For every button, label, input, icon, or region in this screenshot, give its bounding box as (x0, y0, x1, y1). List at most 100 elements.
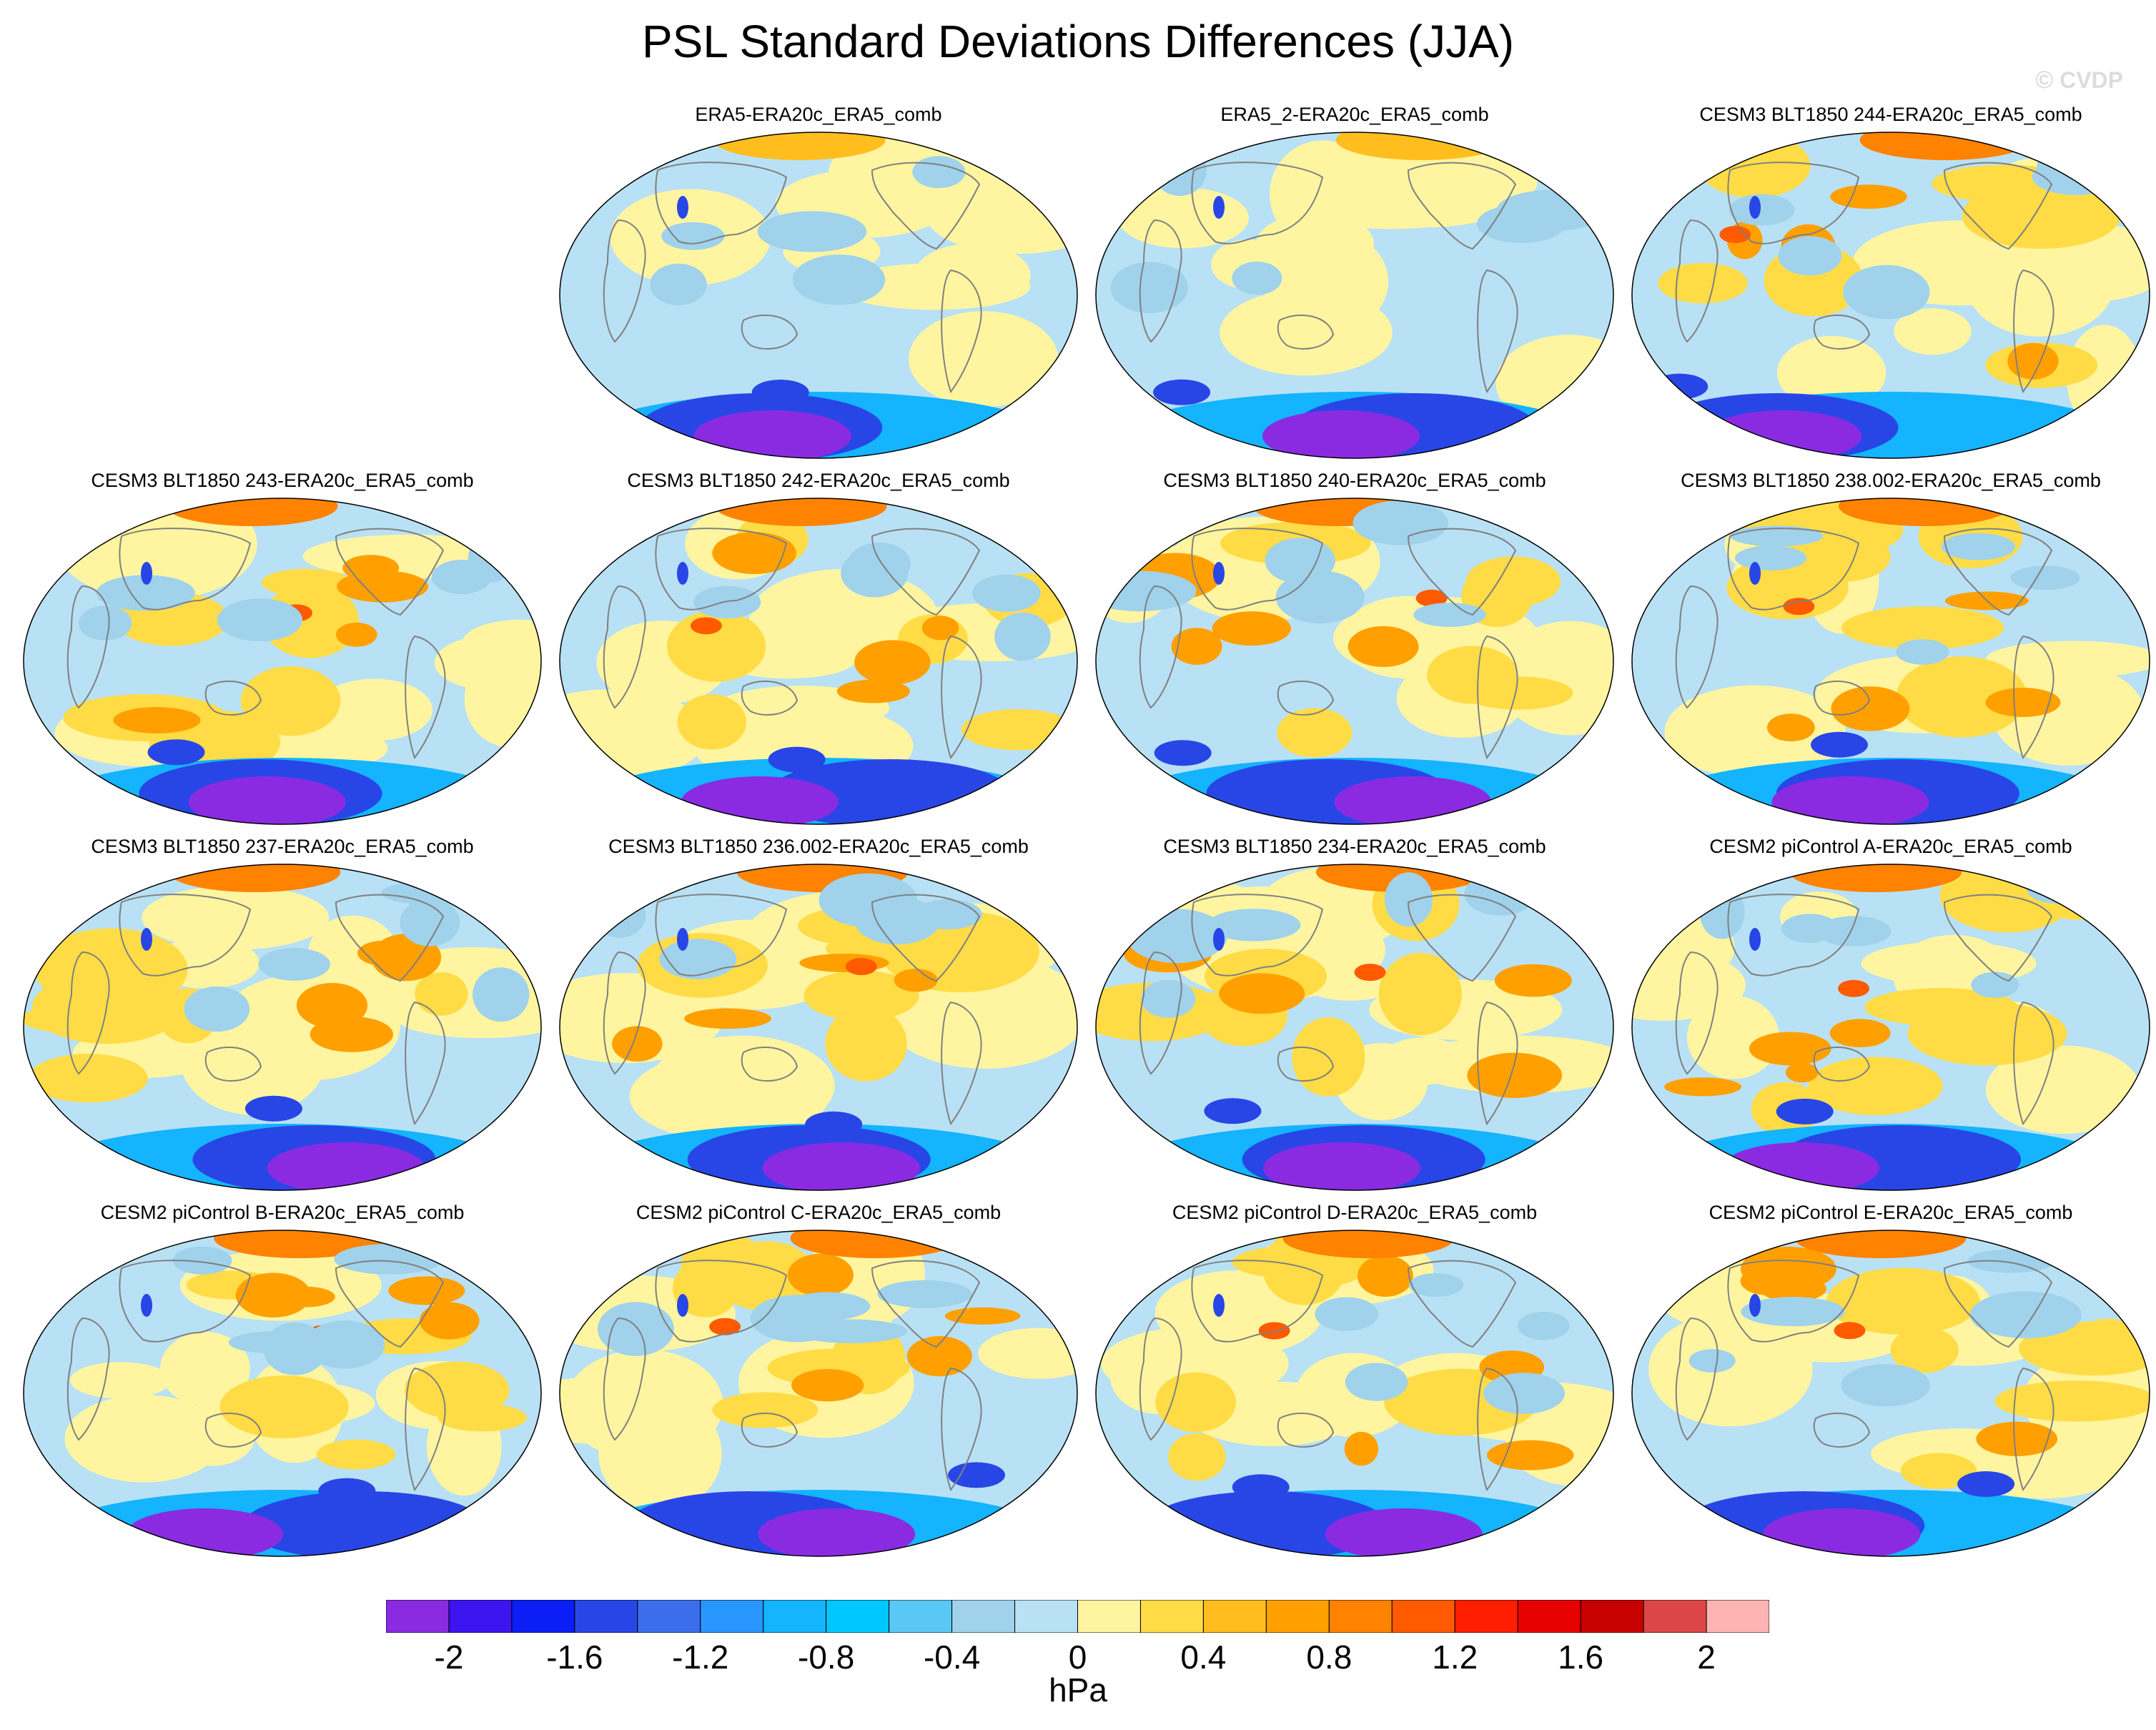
negative-anomaly-region (1141, 979, 1196, 1018)
panel-title: CESM2 piControl A-ERA20c_ERA5_comb (1709, 836, 2072, 857)
coastline-africa (66, 585, 110, 709)
robinson-map (23, 1230, 542, 1557)
positive-anomaly-region (629, 1052, 829, 1142)
negative-anomaly-region (1971, 972, 2019, 998)
colorbar-tick-label: -0.8 (798, 1638, 855, 1676)
positive-anomaly-region (1258, 1322, 1290, 1340)
negative-anomaly-region (994, 612, 1051, 661)
robinson-map (1631, 498, 2150, 825)
negative-anomaly-region (1734, 545, 1807, 570)
positive-anomaly-region (296, 982, 368, 1028)
negative-anomaly-region (1722, 1142, 1880, 1190)
coastline-australia (204, 1413, 262, 1448)
panel-title: CESM3 BLT1850 237-ERA20c_ERA5_comb (91, 836, 474, 857)
negative-anomaly-region (1704, 410, 1862, 458)
map-border (23, 498, 542, 825)
positive-anomaly-region (690, 617, 722, 635)
positive-anomaly-region (1256, 213, 1375, 274)
negative-anomaly-region (1152, 144, 1207, 197)
positive-anomaly-region (415, 972, 468, 1016)
colorbar-swatch (1643, 1600, 1707, 1633)
positive-anomaly-region (1427, 646, 1518, 704)
negative-anomaly-region (693, 585, 761, 619)
positive-anomaly-region (1838, 979, 1870, 997)
positive-anomaly-region (1962, 182, 2121, 249)
coastline-south-america (2013, 635, 2054, 760)
panel-title: CESM3 BLT1850 243-ERA20c_ERA5_comb (91, 470, 474, 491)
negative-anomaly-region (141, 928, 152, 951)
colorbar-units: hPa (1049, 1671, 1107, 1709)
positive-anomaly-region (219, 1375, 349, 1438)
positive-anomaly-region (1777, 336, 1886, 410)
coastline-north-america (1407, 162, 1517, 250)
positive-anomaly-region (906, 1336, 972, 1377)
coastline-south-america (1477, 1367, 1518, 1492)
coastline-eurasia (655, 162, 788, 244)
colorbar-swatch (1202, 1600, 1267, 1633)
negative-anomaly-region (1110, 262, 1189, 314)
coastline-eurasia (119, 1260, 252, 1343)
negative-anomaly-region (1771, 776, 1929, 824)
negative-anomaly-region (597, 1302, 674, 1356)
coastline-eurasia (1727, 1260, 1860, 1343)
negative-anomaly-region (677, 1294, 688, 1317)
negative-anomaly-region (1688, 1349, 1736, 1373)
colorbar-swatch (1328, 1600, 1393, 1633)
negative-anomaly-region (1729, 194, 1795, 226)
robinson-map (1631, 132, 2150, 459)
negative-anomaly-region (677, 562, 688, 585)
coastline-north-america (871, 1260, 981, 1348)
positive-anomaly-region (1985, 688, 2061, 717)
negative-anomaly-region (1096, 570, 1197, 612)
negative-anomaly-region (1841, 1364, 1931, 1407)
positive-anomaly-region (791, 1368, 864, 1402)
map-border (23, 864, 542, 1191)
coastline-australia (204, 681, 262, 716)
positive-anomaly-region (1168, 1433, 1226, 1481)
positive-anomaly-region (1719, 226, 1751, 244)
positive-anomaly-region (825, 1006, 907, 1082)
positive-anomaly-region (1415, 589, 1448, 607)
coastline-south-america (405, 1001, 446, 1126)
robinson-map (23, 864, 542, 1191)
coastline-africa (603, 585, 646, 709)
coastline-eurasia (655, 894, 788, 977)
coastline-eurasia (1191, 1260, 1324, 1343)
negative-anomaly-region (750, 1295, 844, 1343)
colorbar-swatch (1580, 1600, 1644, 1633)
panel-title: CESM3 BLT1850 240-ERA20c_ERA5_comb (1163, 470, 1546, 491)
coastline-south-america (1477, 1001, 1518, 1126)
coastline-africa (1139, 951, 1182, 1075)
positive-anomaly-region (909, 311, 1059, 407)
negative-anomaly-region (841, 548, 909, 598)
robinson-map (559, 864, 1078, 1191)
positive-anomaly-region (1348, 626, 1419, 668)
map-border (1631, 132, 2150, 459)
coastline-eurasia (1727, 894, 1860, 977)
negative-anomaly-region (126, 1508, 284, 1556)
coastline-north-america (335, 1260, 445, 1348)
negative-anomaly-region (912, 156, 966, 189)
coastline-africa (1675, 585, 1719, 709)
negative-anomaly-region (1213, 1294, 1225, 1317)
negative-anomaly-region (661, 222, 725, 250)
negative-anomaly-region (805, 1111, 863, 1137)
robinson-map (1095, 1230, 1614, 1557)
positive-anomaly-region (1785, 1062, 1819, 1083)
negative-anomaly-region (1204, 1098, 1262, 1124)
map-panel: CESM2 piControl B-ERA20c_ERA5_comb (14, 1198, 550, 1563)
positive-anomaly-region (169, 864, 341, 892)
positive-anomaly-region (1664, 1077, 1742, 1097)
colorbar-swatch (1517, 1600, 1581, 1633)
positive-anomaly-region (419, 1302, 480, 1340)
copyright-symbol: © (2035, 66, 2054, 94)
colorbar-tick-label: -1.2 (672, 1638, 729, 1676)
positive-anomaly-region (1749, 1032, 1831, 1066)
positive-anomaly-region (677, 694, 747, 750)
negative-anomaly-region (1741, 1297, 1845, 1327)
negative-anomaly-region (1749, 562, 1761, 585)
coastline-north-america (871, 162, 981, 250)
positive-anomaly-region (1767, 713, 1815, 742)
negative-anomaly-region (1811, 731, 1869, 758)
colorbar-swatch (700, 1600, 764, 1633)
